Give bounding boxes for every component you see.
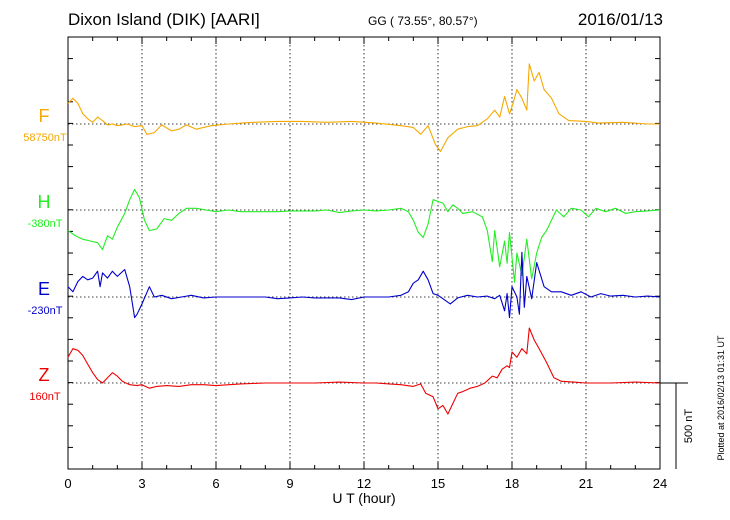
grid-lines <box>68 37 660 469</box>
series-labels: F 58750nT H -380nT E -230nT Z 160nT <box>23 106 67 403</box>
x-axis-title: U T (hour) <box>332 490 395 506</box>
series-traces <box>67 63 661 415</box>
x-tick-label: 21 <box>579 476 593 491</box>
series-baseline-f: 58750nT <box>23 132 67 144</box>
series-line-e <box>67 251 661 319</box>
x-tick-label: 24 <box>653 476 667 491</box>
series-label-h: H <box>38 192 51 212</box>
x-tick-label: 9 <box>286 476 293 491</box>
series-line-h <box>67 188 661 283</box>
series-label-f: F <box>39 106 50 126</box>
station-coords: GG ( 73.55°, 80.57°) <box>368 14 478 28</box>
series-baseline-e: -230nT <box>28 305 63 317</box>
x-tick-label: 12 <box>357 476 371 491</box>
series-line-z <box>67 327 661 415</box>
plotted-timestamp: Plotted at 2016/02/13 01:31 UT <box>716 335 726 461</box>
x-tick-labels: 0 3 6 9 12 15 18 21 24 <box>64 476 667 491</box>
station-title: Dixon Island (DIK) [AARI] <box>68 10 260 29</box>
x-tick-label: 6 <box>212 476 219 491</box>
x-tick-label: 0 <box>64 476 71 491</box>
series-line-f <box>67 63 660 153</box>
chart-date: 2016/01/13 <box>578 10 663 29</box>
scale-bar-label: 500 nT <box>683 409 695 444</box>
x-tick-label: 3 <box>138 476 145 491</box>
axis-ticks <box>67 37 661 469</box>
series-baseline-h: -380nT <box>28 218 63 230</box>
series-label-z: Z <box>39 365 50 385</box>
x-tick-label: 18 <box>505 476 519 491</box>
series-baseline-z: 160nT <box>29 391 60 403</box>
x-tick-label: 15 <box>431 476 445 491</box>
series-label-e: E <box>38 279 50 299</box>
